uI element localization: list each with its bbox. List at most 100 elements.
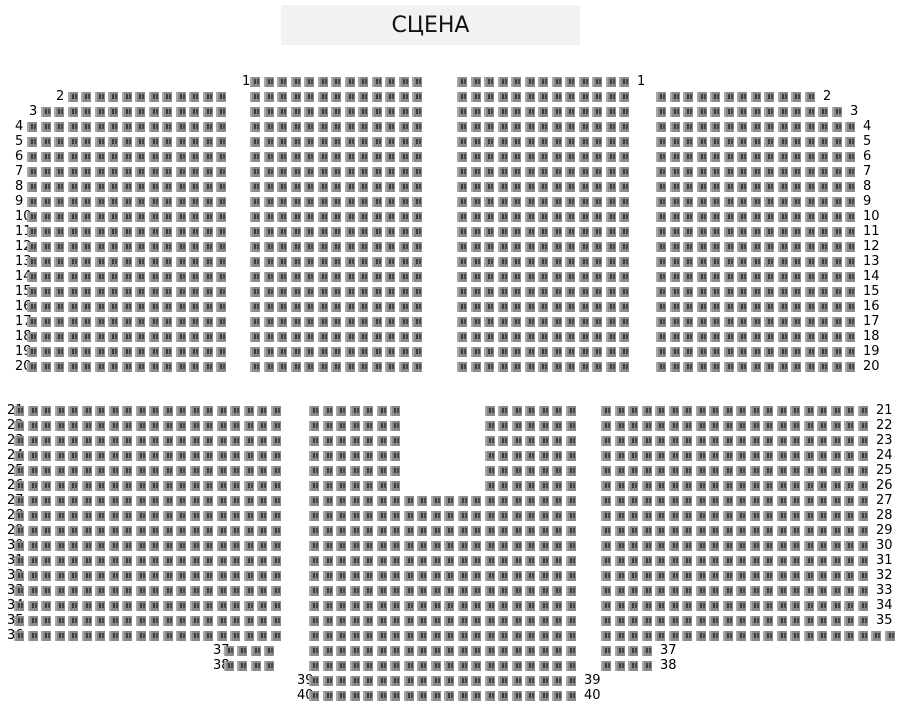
seat[interactable] (458, 661, 468, 671)
seat[interactable] (257, 601, 267, 611)
seat[interactable] (377, 601, 387, 611)
seat[interactable] (217, 526, 227, 536)
seat[interactable] (304, 182, 314, 192)
seat[interactable] (457, 347, 467, 357)
seat[interactable] (751, 362, 761, 372)
seat[interactable] (81, 287, 91, 297)
seat[interactable] (176, 242, 186, 252)
seat[interactable] (832, 152, 842, 162)
seat[interactable] (95, 631, 105, 641)
seat[interactable] (844, 496, 854, 506)
seat[interactable] (318, 92, 328, 102)
seat[interactable] (271, 541, 281, 551)
seat[interactable] (331, 92, 341, 102)
seat[interactable] (309, 586, 319, 596)
seat[interactable] (323, 481, 333, 491)
seat[interactable] (817, 541, 827, 551)
seat[interactable] (498, 481, 508, 491)
seat[interactable] (844, 541, 854, 551)
seat[interactable] (696, 526, 706, 536)
seat[interactable] (579, 302, 589, 312)
seat[interactable] (777, 601, 787, 611)
seat[interactable] (135, 302, 145, 312)
seat[interactable] (511, 242, 521, 252)
seat[interactable] (696, 406, 706, 416)
seat[interactable] (751, 347, 761, 357)
seat[interactable] (109, 421, 119, 431)
seat[interactable] (525, 137, 535, 147)
seat[interactable] (323, 631, 333, 641)
seat[interactable] (27, 167, 37, 177)
seat[interactable] (331, 257, 341, 267)
seat[interactable] (512, 451, 522, 461)
seat[interactable] (162, 197, 172, 207)
seat[interactable] (54, 242, 64, 252)
seat[interactable] (336, 646, 346, 656)
seat[interactable] (81, 152, 91, 162)
seat[interactable] (498, 541, 508, 551)
seat[interactable] (358, 182, 368, 192)
seat[interactable] (417, 601, 427, 611)
seat[interactable] (696, 466, 706, 476)
seat[interactable] (350, 601, 360, 611)
seat[interactable] (525, 212, 535, 222)
seat[interactable] (656, 152, 666, 162)
seat[interactable] (14, 421, 24, 431)
seat[interactable] (54, 107, 64, 117)
seat[interactable] (498, 287, 508, 297)
seat[interactable] (628, 421, 638, 431)
seat[interactable] (498, 646, 508, 656)
seat[interactable] (525, 466, 535, 476)
seat[interactable] (552, 601, 562, 611)
seat[interactable] (656, 182, 666, 192)
seat[interactable] (458, 691, 468, 701)
seat[interactable] (55, 586, 65, 596)
seat[interactable] (696, 451, 706, 461)
seat[interactable] (257, 571, 267, 581)
seat[interactable] (628, 541, 638, 551)
seat[interactable] (431, 661, 441, 671)
seat[interactable] (82, 421, 92, 431)
seat[interactable] (189, 317, 199, 327)
seat[interactable] (539, 646, 549, 656)
seat[interactable] (845, 332, 855, 342)
seat[interactable] (54, 197, 64, 207)
seat[interactable] (619, 227, 629, 237)
seat[interactable] (412, 152, 422, 162)
seat[interactable] (81, 197, 91, 207)
seat[interactable] (345, 152, 355, 162)
seat[interactable] (318, 197, 328, 207)
seat[interactable] (358, 317, 368, 327)
seat[interactable] (136, 451, 146, 461)
seat[interactable] (250, 347, 260, 357)
seat[interactable] (27, 317, 37, 327)
seat[interactable] (458, 571, 468, 581)
seat[interactable] (601, 616, 611, 626)
seat[interactable] (471, 676, 481, 686)
seat[interactable] (723, 421, 733, 431)
seat[interactable] (751, 152, 761, 162)
seat[interactable] (682, 571, 692, 581)
seat[interactable] (723, 556, 733, 566)
seat[interactable] (484, 272, 494, 282)
seat[interactable] (404, 616, 414, 626)
seat[interactable] (485, 571, 495, 581)
seat[interactable] (511, 152, 521, 162)
seat[interactable] (777, 631, 787, 641)
seat[interactable] (844, 556, 854, 566)
seat[interactable] (845, 137, 855, 147)
seat[interactable] (390, 571, 400, 581)
seat[interactable] (271, 466, 281, 476)
seat[interactable] (122, 137, 132, 147)
seat[interactable] (764, 107, 774, 117)
seat[interactable] (68, 242, 78, 252)
seat[interactable] (230, 541, 240, 551)
seat[interactable] (41, 556, 51, 566)
seat[interactable] (552, 332, 562, 342)
seat[interactable] (55, 616, 65, 626)
seat[interactable] (331, 152, 341, 162)
seat[interactable] (41, 466, 51, 476)
seat[interactable] (777, 511, 787, 521)
seat[interactable] (318, 302, 328, 312)
seat[interactable] (552, 481, 562, 491)
